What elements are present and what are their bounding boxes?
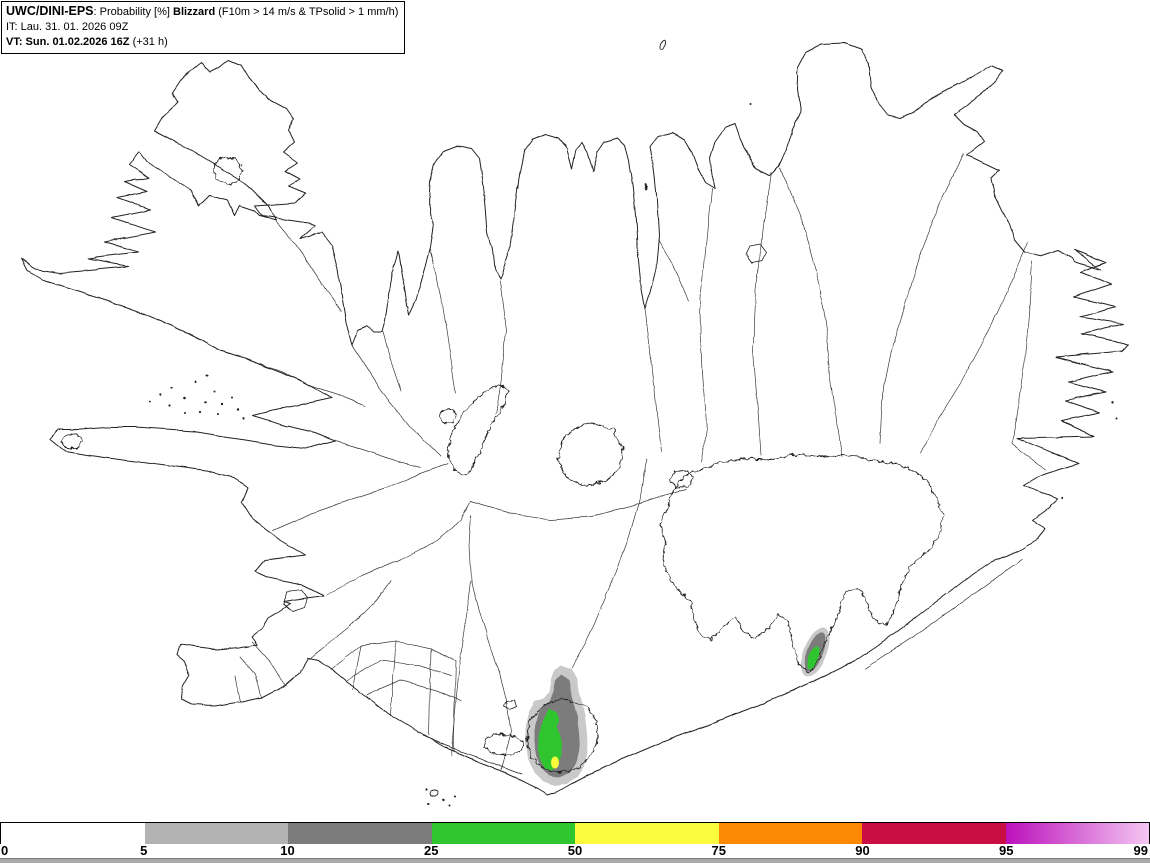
colorbar-tick-5: 5 bbox=[140, 843, 148, 858]
glacier-myrdalsjokull bbox=[526, 697, 599, 773]
colorbar-labels: 0 5 10 25 50 75 90 95 99 bbox=[0, 844, 1150, 858]
probability-areas bbox=[526, 627, 831, 785]
colorbar-segment-5-10 bbox=[144, 823, 288, 844]
probability-area-southeast bbox=[801, 627, 831, 677]
colorbar-segment-50-75 bbox=[575, 823, 719, 844]
valid-time: VT: Sun. 01.02.2026 16Z bbox=[6, 36, 130, 48]
title-box: UWC/DINI-EPS: Probability [%] Blizzard (… bbox=[1, 1, 406, 54]
colorbar-segment-75-90 bbox=[718, 823, 862, 844]
coastline bbox=[21, 43, 1129, 795]
model-name: UWC/DINI-EPS bbox=[6, 4, 94, 18]
glacier-vatnajokull bbox=[660, 455, 944, 674]
glacier-snaefellsjokull bbox=[60, 433, 83, 450]
colorbar-tick-90: 90 bbox=[855, 843, 870, 858]
colorbar-segment-0-5 bbox=[1, 823, 145, 844]
glacier-outlines bbox=[60, 157, 944, 773]
criteria-label: (F10m > 14 m/s & TPsolid > 1 mm/h) bbox=[215, 6, 399, 18]
prob-band-25-50 bbox=[807, 646, 821, 670]
lagoon-barrier bbox=[864, 558, 1022, 669]
coastline-group bbox=[21, 39, 1129, 807]
colorbar-segment-95-99 bbox=[1005, 823, 1149, 844]
product-label: Probability [%] bbox=[99, 6, 173, 18]
colorbar-tick-75: 75 bbox=[711, 843, 726, 858]
colorbar-tick-95: 95 bbox=[999, 843, 1014, 858]
init-time: IT: Lau. 31. 01. 2026 09Z bbox=[6, 21, 129, 33]
prob-band-25-50 bbox=[539, 708, 562, 770]
glacier-eyjafjallajokull bbox=[483, 733, 525, 756]
colorbar-tick-10: 10 bbox=[280, 843, 295, 858]
small-lake bbox=[503, 700, 517, 711]
island-hrisey bbox=[644, 182, 648, 190]
colorbar-segment-10-25 bbox=[288, 823, 432, 844]
phenomenon-label: Blizzard bbox=[173, 6, 216, 18]
colorbar-tick-25: 25 bbox=[424, 843, 439, 858]
glacier-tungnafellsjokull bbox=[669, 469, 693, 489]
title-line-1: UWC/DINI-EPS: Probability [%] Blizzard (… bbox=[6, 4, 398, 20]
colorbar: 0 5 10 25 50 75 90 95 99 bbox=[0, 822, 1150, 858]
glacier-hofsjokull bbox=[557, 421, 623, 487]
colorbar-tick-0: 0 bbox=[1, 843, 9, 858]
colorbar-tick-50: 50 bbox=[567, 843, 583, 858]
colorbar-fill bbox=[0, 822, 1150, 844]
glacier-eiriksjokull bbox=[438, 407, 458, 424]
islands bbox=[149, 39, 1118, 807]
island-grimsey bbox=[660, 39, 666, 51]
prob-band-50-75 bbox=[552, 756, 560, 768]
river-line bbox=[422, 735, 523, 775]
lake-myvatn bbox=[745, 243, 767, 263]
boundary-lines bbox=[235, 153, 1047, 770]
probability-area-south-central bbox=[526, 667, 588, 785]
bottom-strip bbox=[0, 858, 1150, 863]
valid-offset: (+31 h) bbox=[129, 36, 168, 48]
lake-thingvallavatn bbox=[282, 589, 307, 613]
title-separator: : bbox=[93, 6, 100, 18]
colorbar-segment-25-50 bbox=[431, 823, 575, 844]
lakes bbox=[282, 243, 767, 711]
colorbar-tick-99: 99 bbox=[1133, 843, 1148, 858]
colorbar-segment-90-95 bbox=[862, 823, 1006, 844]
glacier-langjokull bbox=[447, 383, 509, 477]
island-heimaey bbox=[429, 789, 439, 797]
valid-time-line: VT: Sun. 01.02.2026 16Z (+31 h) bbox=[6, 35, 398, 50]
glacier-drangajokull bbox=[213, 157, 245, 185]
